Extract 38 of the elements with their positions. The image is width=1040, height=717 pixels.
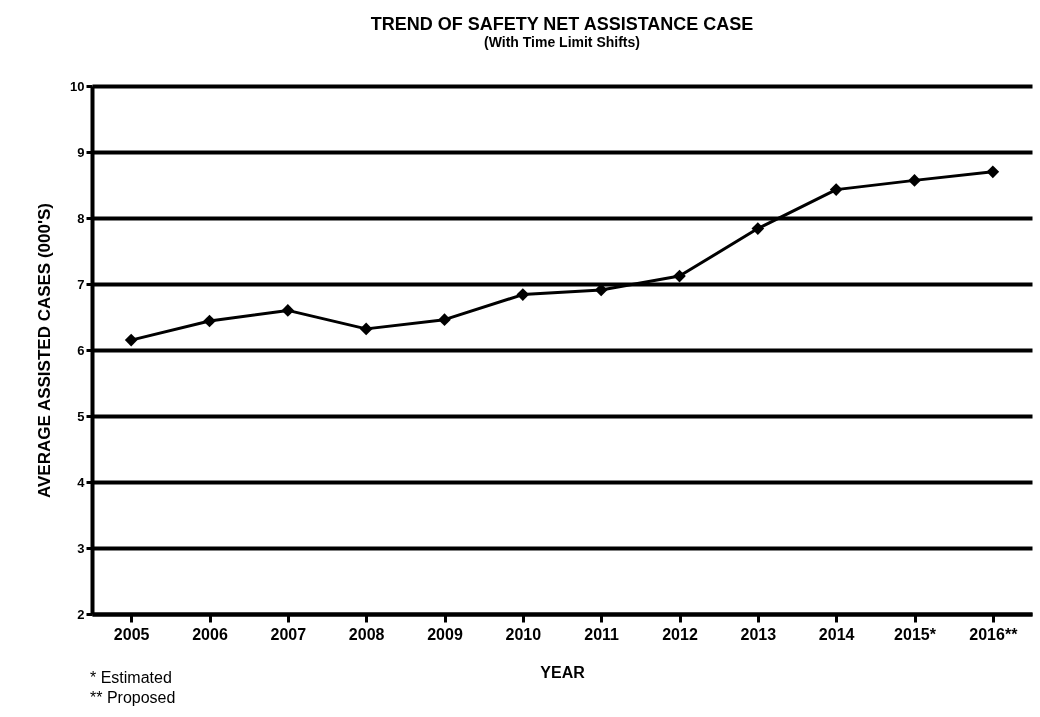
text: ** Proposed xyxy=(90,688,176,708)
point xyxy=(673,269,686,283)
x-tick-label: 2010 xyxy=(505,625,542,643)
point xyxy=(516,288,530,301)
y-tick-label: 10 xyxy=(70,78,85,94)
x-tick-label: 2006 xyxy=(192,625,228,643)
x-axis-title: YEAR xyxy=(540,663,586,681)
point xyxy=(986,165,1000,179)
y-tick-label: 8 xyxy=(77,210,85,226)
y-tick-label: 7 xyxy=(77,276,85,292)
x-tick-label: 2016** xyxy=(969,625,1019,643)
x-tick-label: 2005 xyxy=(113,625,150,643)
y-tick-label: 2 xyxy=(77,606,85,622)
point xyxy=(281,304,295,317)
point xyxy=(359,322,373,336)
y-tick-label: 5 xyxy=(77,408,85,424)
x-tick-label: 2011 xyxy=(584,625,620,643)
x-tick-label: 2009 xyxy=(427,625,463,643)
point xyxy=(908,174,921,187)
point xyxy=(124,333,138,347)
point xyxy=(203,314,216,328)
y-tick-label: 3 xyxy=(77,540,85,556)
x-tick-label: 2013 xyxy=(740,625,777,643)
text: * Estimated xyxy=(90,668,173,688)
x-tick-label: 2015* xyxy=(894,625,937,643)
x-tick-label: 2014 xyxy=(818,625,855,643)
y-tick-label: 9 xyxy=(77,144,85,160)
y-tick-label: 6 xyxy=(77,342,85,358)
chart-title: TREND OF SAFETY NET ASSISTANCE CASE xyxy=(370,14,754,34)
x-tick-label: 2008 xyxy=(348,625,385,643)
y-axis-title: AVERAGE ASSISTED CASES (000'S) xyxy=(35,202,55,499)
point xyxy=(829,183,843,196)
y-tick-label: 4 xyxy=(77,474,86,490)
chart-subtitle: (With Time Limit Shifts) xyxy=(484,34,640,50)
x-tick-label: 2007 xyxy=(270,625,307,643)
x-tick-label: 2012 xyxy=(662,625,698,643)
point xyxy=(751,222,765,235)
point xyxy=(438,313,451,326)
